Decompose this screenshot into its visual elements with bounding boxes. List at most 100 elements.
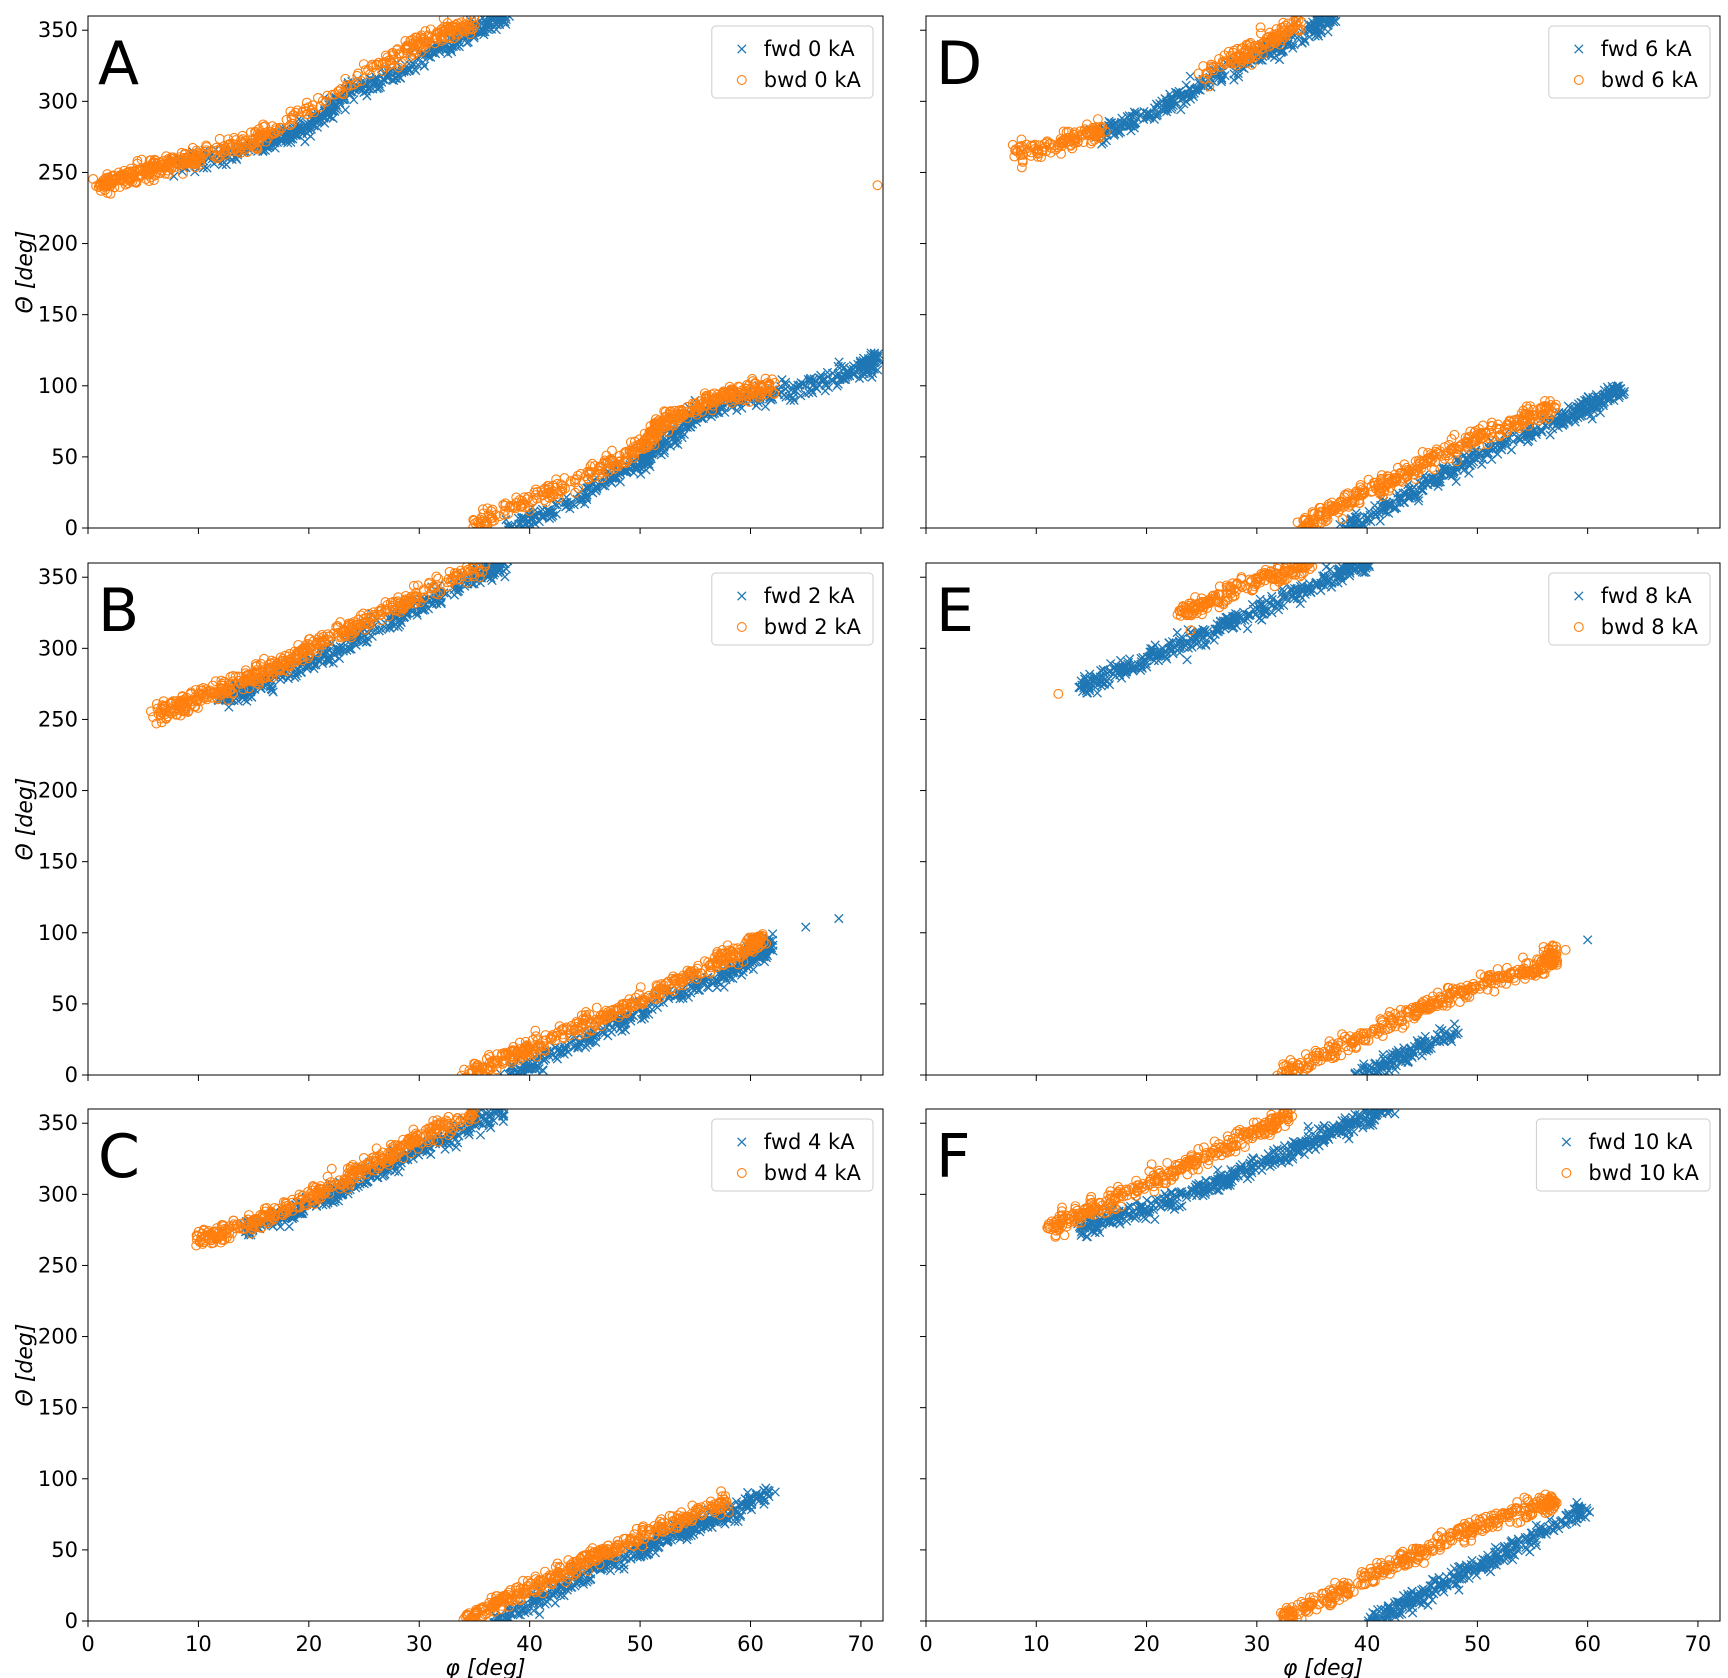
bwd-point: [281, 1206, 292, 1217]
bwd-point: [691, 974, 702, 984]
bwd-point: [607, 445, 617, 456]
bwd-point: [709, 952, 720, 963]
bwd-point: [173, 159, 184, 170]
y-tick-label: 0: [65, 516, 78, 540]
fwd-point: [682, 1535, 692, 1545]
bwd-point: [539, 1044, 550, 1055]
bwd-point: [256, 131, 267, 142]
fwd-point: [780, 380, 791, 390]
bwd-point: [247, 133, 258, 144]
bwd-point: [395, 607, 406, 618]
bwd-point: [652, 429, 663, 439]
fwd-point: [359, 87, 369, 98]
bwd-point: [274, 664, 285, 675]
bwd-point: [426, 1123, 437, 1134]
bwd-point: [223, 695, 234, 706]
bwd-point: [265, 1208, 276, 1219]
fwd-point: [501, 515, 511, 525]
bwd-point: [443, 581, 454, 592]
bwd-point: [462, 1072, 472, 1075]
scatter-points: [145, 563, 844, 1088]
bwd-point: [166, 152, 177, 163]
bwd-point: [386, 1153, 396, 1164]
fwd-point: [625, 1553, 636, 1564]
bwd-point: [361, 618, 372, 629]
bwd-point: [309, 107, 320, 118]
bwd-point: [392, 1144, 402, 1155]
fwd-point: [393, 622, 403, 632]
bwd-point: [310, 1182, 321, 1193]
bwd-point: [412, 1130, 423, 1141]
bwd-point: [338, 625, 349, 636]
fwd-point: [814, 372, 824, 383]
bwd-point: [405, 35, 416, 46]
fwd-point: [393, 1167, 404, 1177]
bwd-point: [447, 573, 457, 584]
fwd-point: [873, 351, 883, 362]
bwd-point: [191, 151, 202, 162]
fwd-point: [244, 685, 255, 696]
bwd-point: [282, 661, 293, 671]
fwd-point: [801, 922, 811, 932]
fwd-point: [507, 521, 517, 528]
bwd-point: [394, 59, 405, 70]
fwd-point: [300, 120, 311, 130]
bwd-point: [104, 176, 115, 187]
fwd-point: [484, 1118, 494, 1128]
fwd-point: [654, 1535, 665, 1545]
bwd-point: [255, 658, 266, 669]
fwd-point: [492, 1612, 502, 1621]
bwd-point: [259, 1203, 270, 1214]
bwd-point: [214, 133, 225, 144]
bwd-point: [178, 168, 188, 179]
bwd-point: [667, 410, 678, 421]
fwd-point: [615, 477, 625, 487]
bwd-point: [557, 1029, 568, 1040]
fwd-point: [764, 394, 775, 404]
bwd-point: [405, 51, 416, 62]
y-tick-label: 150: [38, 303, 78, 327]
bwd-point: [169, 706, 180, 717]
bwd-point: [393, 606, 404, 616]
bwd-point: [591, 1002, 602, 1013]
bwd-point: [177, 697, 188, 708]
bwd-point: [336, 632, 347, 643]
bwd-point: [246, 670, 257, 681]
bwd-point: [574, 1030, 585, 1041]
fwd-point: [789, 395, 799, 405]
fwd-point: [731, 1497, 742, 1507]
bwd-point: [718, 960, 729, 971]
bwd-point: [200, 146, 211, 157]
bwd-point: [236, 137, 247, 148]
fwd-point: [563, 1047, 573, 1057]
fwd-point: [826, 375, 837, 385]
bwd-point: [195, 684, 206, 694]
fwd-point: [754, 952, 764, 962]
bwd-point: [323, 1179, 334, 1190]
bwd-point: [486, 506, 497, 517]
bwd-point: [605, 454, 616, 465]
bwd-point: [374, 1150, 385, 1161]
bwd-point: [155, 165, 166, 176]
bwd-point: [639, 441, 649, 452]
bwd-point: [450, 19, 461, 30]
fwd-point: [368, 84, 378, 94]
fwd-point: [550, 1043, 560, 1053]
bwd-point: [406, 1148, 417, 1159]
bwd-point: [192, 147, 203, 158]
bwd-point: [154, 168, 165, 178]
bwd-point: [283, 651, 294, 662]
bwd-point: [210, 1226, 221, 1237]
fwd-point: [659, 445, 670, 456]
bwd-point: [484, 511, 495, 522]
fwd-point: [429, 47, 440, 58]
fwd-point: [741, 1501, 751, 1512]
bwd-point: [407, 34, 418, 45]
bwd-point: [132, 158, 143, 169]
fwd-point: [641, 465, 651, 475]
bwd-point: [559, 473, 570, 484]
fwd-point: [550, 1598, 560, 1608]
bwd-point: [724, 945, 735, 956]
bwd-point: [459, 25, 470, 36]
bwd-point: [458, 1079, 467, 1088]
